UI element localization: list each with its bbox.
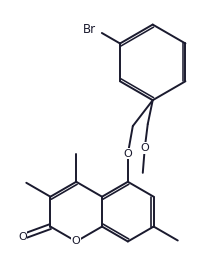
Text: Br: Br [83, 23, 96, 36]
Text: O: O [72, 237, 81, 247]
Text: O: O [18, 232, 27, 242]
Text: O: O [124, 149, 132, 159]
Text: O: O [140, 143, 149, 153]
